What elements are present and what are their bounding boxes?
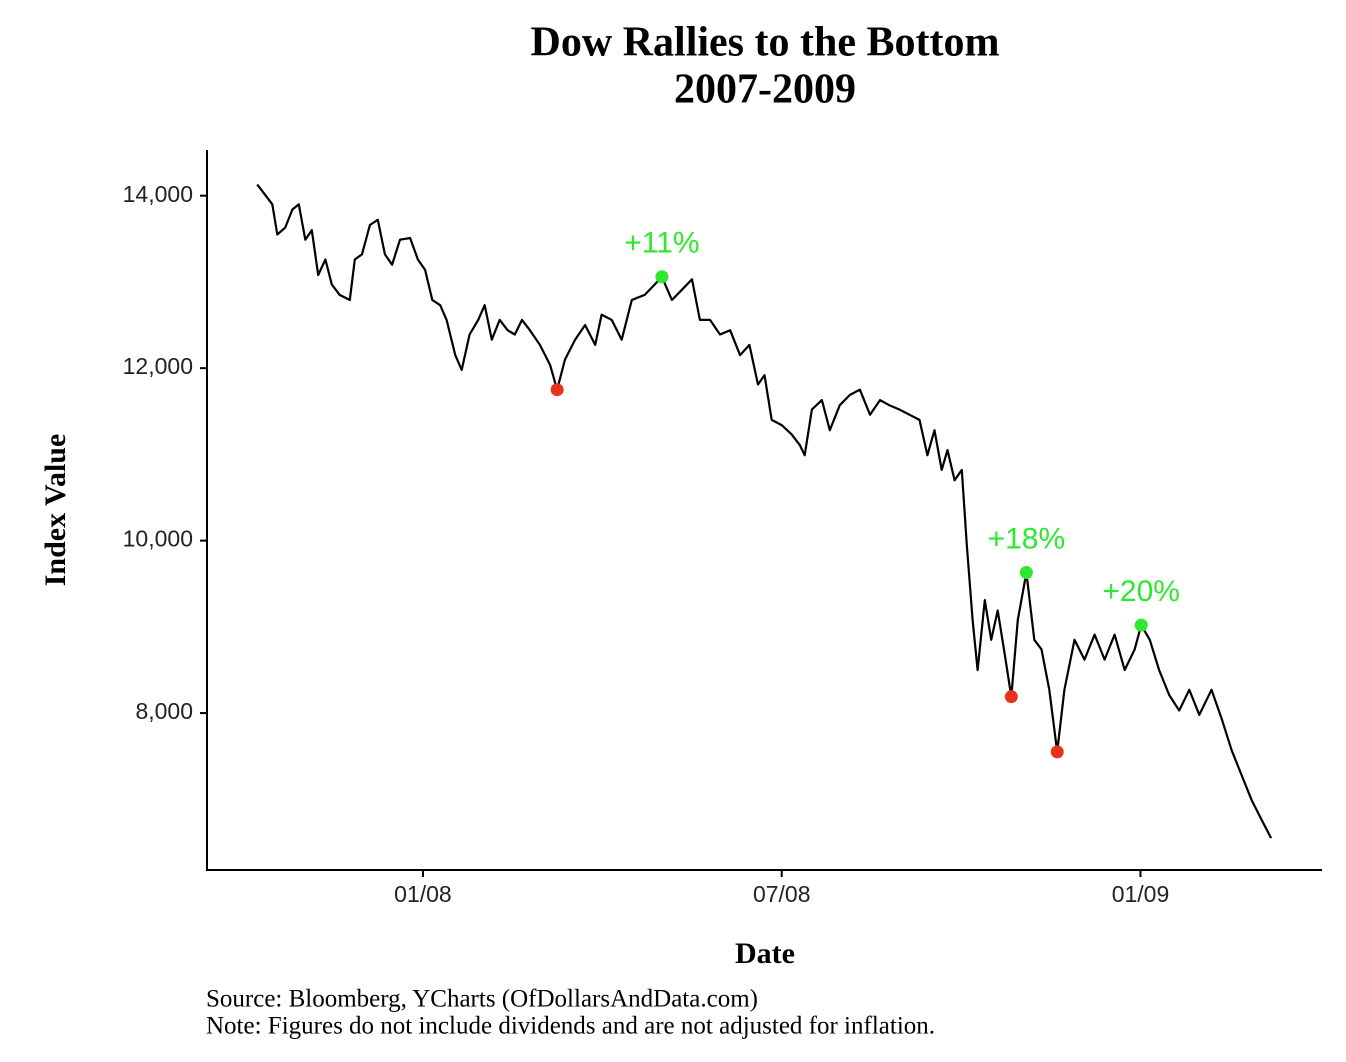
peak-label: +11% bbox=[624, 227, 699, 260]
peak-label: +20% bbox=[1102, 575, 1180, 608]
peak-marker bbox=[655, 270, 669, 284]
y-axis-label: Index Value bbox=[39, 434, 72, 587]
y-tick-label: 10,000 bbox=[123, 526, 193, 552]
trough-marker bbox=[1004, 690, 1018, 704]
x-tick-label: 01/09 bbox=[1112, 881, 1170, 907]
x-axis-label: Date bbox=[735, 937, 795, 970]
chart-title: Dow Rallies to the Bottom bbox=[531, 20, 1000, 66]
source-note: Source: Bloomberg, YCharts (OfDollarsAnd… bbox=[206, 986, 758, 1013]
chart-subtitle: 2007-2009 bbox=[674, 67, 856, 113]
peak-label: +18% bbox=[988, 522, 1066, 555]
y-tick-label: 12,000 bbox=[123, 353, 193, 379]
y-tick-label: 14,000 bbox=[123, 181, 193, 207]
peak-marker bbox=[1134, 618, 1148, 632]
footnote: Note: Figures do not include dividends a… bbox=[206, 1013, 935, 1040]
trough-marker bbox=[1050, 745, 1064, 759]
trough-marker bbox=[550, 383, 564, 397]
x-tick-label: 01/08 bbox=[394, 881, 452, 907]
line-series bbox=[256, 183, 1273, 839]
x-tick-label: 07/08 bbox=[753, 881, 811, 907]
y-tick-label: 8,000 bbox=[135, 698, 193, 724]
peak-marker bbox=[1019, 566, 1033, 580]
